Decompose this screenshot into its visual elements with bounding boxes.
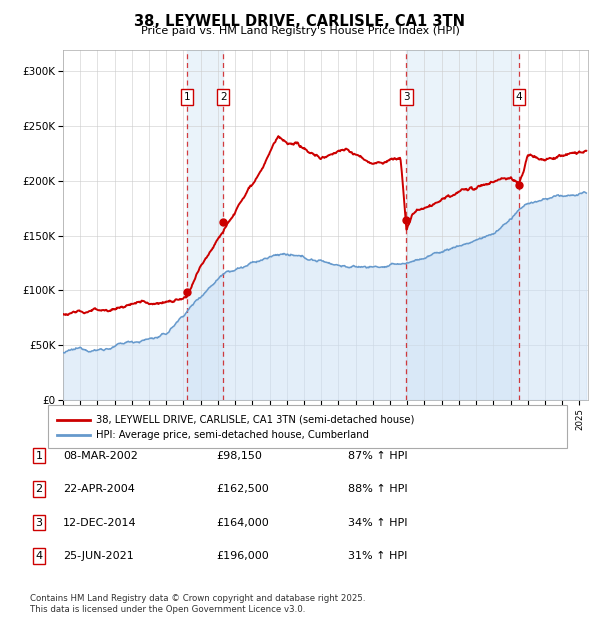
Text: 1: 1 bbox=[184, 92, 190, 102]
Text: 22-APR-2004: 22-APR-2004 bbox=[63, 484, 135, 494]
Text: Price paid vs. HM Land Registry's House Price Index (HPI): Price paid vs. HM Land Registry's House … bbox=[140, 26, 460, 36]
Text: 12-DEC-2014: 12-DEC-2014 bbox=[63, 518, 137, 528]
Text: 3: 3 bbox=[403, 92, 410, 102]
Text: 4: 4 bbox=[515, 92, 522, 102]
Text: 38, LEYWELL DRIVE, CARLISLE, CA1 3TN (semi-detached house): 38, LEYWELL DRIVE, CARLISLE, CA1 3TN (se… bbox=[96, 415, 415, 425]
Text: 1: 1 bbox=[35, 451, 43, 461]
Text: 88% ↑ HPI: 88% ↑ HPI bbox=[348, 484, 407, 494]
Text: 2: 2 bbox=[220, 92, 227, 102]
Text: 87% ↑ HPI: 87% ↑ HPI bbox=[348, 451, 407, 461]
Text: Contains HM Land Registry data © Crown copyright and database right 2025.
This d: Contains HM Land Registry data © Crown c… bbox=[30, 595, 365, 614]
Text: 34% ↑ HPI: 34% ↑ HPI bbox=[348, 518, 407, 528]
Text: 2: 2 bbox=[35, 484, 43, 494]
Bar bbox=[187, 50, 223, 400]
Text: 3: 3 bbox=[35, 518, 43, 528]
Text: HPI: Average price, semi-detached house, Cumberland: HPI: Average price, semi-detached house,… bbox=[96, 430, 369, 440]
Text: £196,000: £196,000 bbox=[216, 551, 269, 561]
Text: 31% ↑ HPI: 31% ↑ HPI bbox=[348, 551, 407, 561]
Text: £98,150: £98,150 bbox=[216, 451, 262, 461]
Text: 38, LEYWELL DRIVE, CARLISLE, CA1 3TN: 38, LEYWELL DRIVE, CARLISLE, CA1 3TN bbox=[134, 14, 466, 29]
Text: 4: 4 bbox=[35, 551, 43, 561]
Bar bbox=[406, 50, 519, 400]
Text: 25-JUN-2021: 25-JUN-2021 bbox=[63, 551, 134, 561]
Text: £162,500: £162,500 bbox=[216, 484, 269, 494]
Text: 08-MAR-2002: 08-MAR-2002 bbox=[63, 451, 138, 461]
Text: £164,000: £164,000 bbox=[216, 518, 269, 528]
